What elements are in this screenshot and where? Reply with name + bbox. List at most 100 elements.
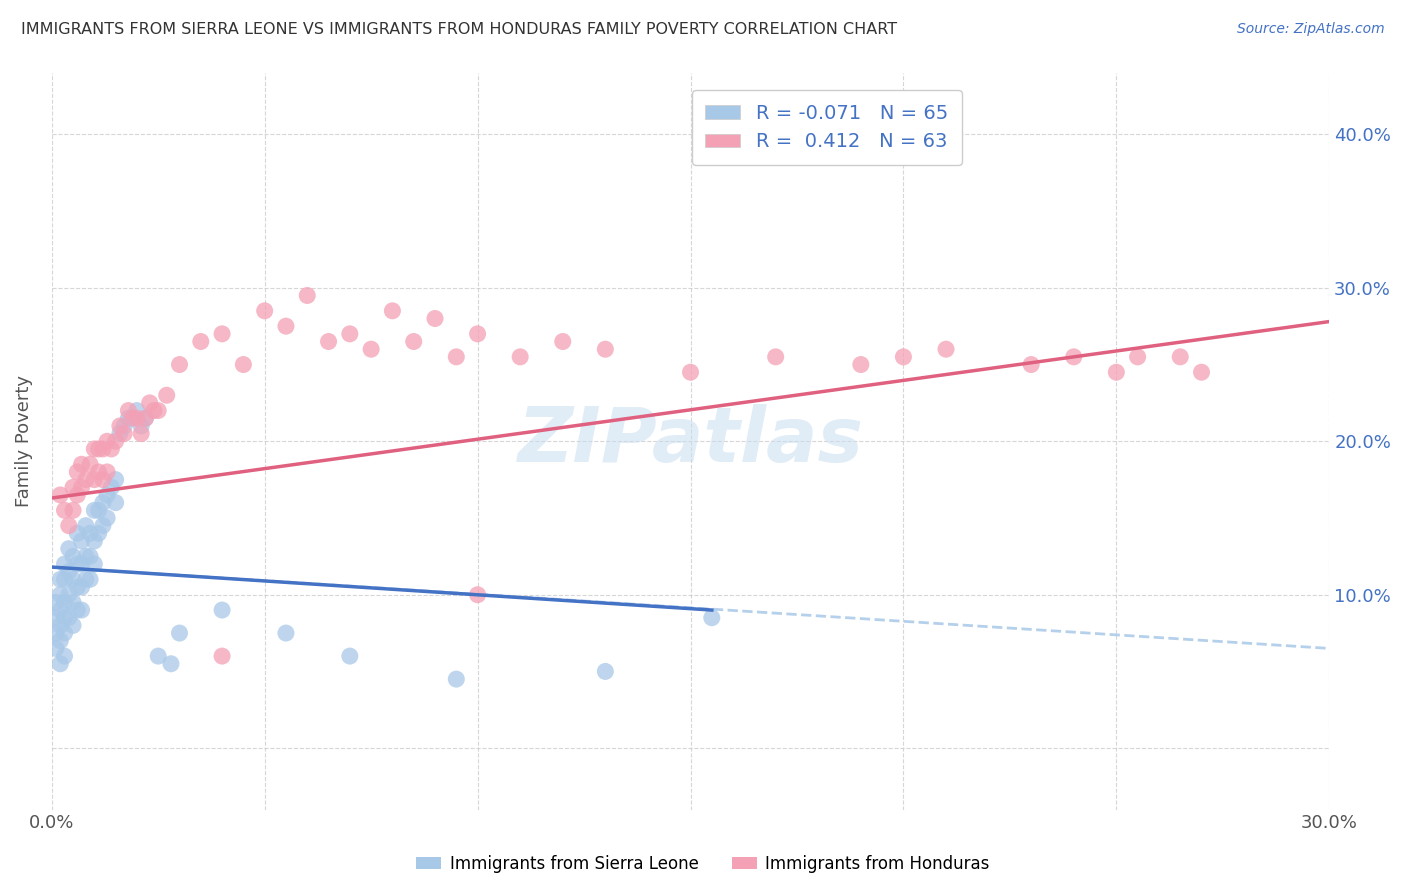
Point [49,488,72,502]
Point [849,358,872,372]
Point [117,411,139,425]
Point [1191,365,1213,379]
Point [91,473,114,487]
Point [75,518,97,533]
Point [148,403,170,417]
Point [935,342,957,356]
Point [509,350,531,364]
Point [467,326,489,341]
Point [83,442,105,456]
Point [700,611,723,625]
Point [160,657,183,671]
Point [96,488,118,502]
Point [75,473,97,487]
Point [53,557,76,571]
Point [58,611,80,625]
Point [45,595,67,609]
Text: ZIPatlas: ZIPatlas [517,404,863,478]
Point [58,541,80,556]
Point [1105,365,1128,379]
Point [134,411,156,425]
Text: IMMIGRANTS FROM SIERRA LEONE VS IMMIGRANTS FROM HONDURAS FAMILY POVERTY CORRELAT: IMMIGRANTS FROM SIERRA LEONE VS IMMIGRAN… [21,22,897,37]
Point [125,403,148,417]
Y-axis label: Family Poverty: Family Poverty [15,376,32,508]
Point [45,641,67,656]
Point [70,534,93,549]
Point [91,442,114,456]
Point [1168,350,1191,364]
Point [211,649,233,664]
Point [117,403,139,417]
Point [66,488,89,502]
Point [108,418,131,433]
Point [1019,358,1042,372]
Point [83,557,105,571]
Point [129,426,152,441]
Point [96,434,118,449]
Point [79,457,101,471]
Point [104,434,127,449]
Point [253,303,276,318]
Point [129,418,152,433]
Point [49,657,72,671]
Point [83,503,105,517]
Point [274,626,297,640]
Point [75,573,97,587]
Point [100,442,122,456]
Point [274,319,297,334]
Point [62,480,84,494]
Point [765,350,787,364]
Point [49,618,72,632]
Point [339,649,361,664]
Point [58,565,80,579]
Point [125,411,148,425]
Point [70,603,93,617]
Point [79,549,101,564]
Point [893,350,915,364]
Point [66,465,89,479]
Point [551,334,574,349]
Point [169,358,191,372]
Point [402,334,425,349]
Point [83,534,105,549]
Point [1063,350,1085,364]
Point [339,326,361,341]
Point [79,573,101,587]
Point [232,358,254,372]
Point [679,365,702,379]
Point [53,503,76,517]
Point [360,342,382,356]
Point [423,311,446,326]
Point [297,288,319,302]
Point [104,473,127,487]
Point [87,526,110,541]
Point [66,580,89,594]
Point [87,465,110,479]
Point [66,603,89,617]
Point [190,334,212,349]
Point [62,573,84,587]
Point [446,350,468,364]
Point [70,557,93,571]
Point [91,495,114,509]
Point [70,457,93,471]
Point [318,334,340,349]
Point [112,426,135,441]
Point [91,518,114,533]
Point [62,618,84,632]
Point [112,418,135,433]
Point [381,303,404,318]
Point [70,580,93,594]
Point [169,626,191,640]
Point [58,588,80,602]
Point [108,426,131,441]
Text: Source: ZipAtlas.com: Source: ZipAtlas.com [1237,22,1385,37]
Point [53,649,76,664]
Point [148,649,170,664]
Point [96,465,118,479]
Legend: R = -0.071   N = 65, R =  0.412   N = 63: R = -0.071 N = 65, R = 0.412 N = 63 [692,90,962,165]
Point [66,526,89,541]
Point [138,396,160,410]
Point [45,626,67,640]
Point [62,595,84,609]
